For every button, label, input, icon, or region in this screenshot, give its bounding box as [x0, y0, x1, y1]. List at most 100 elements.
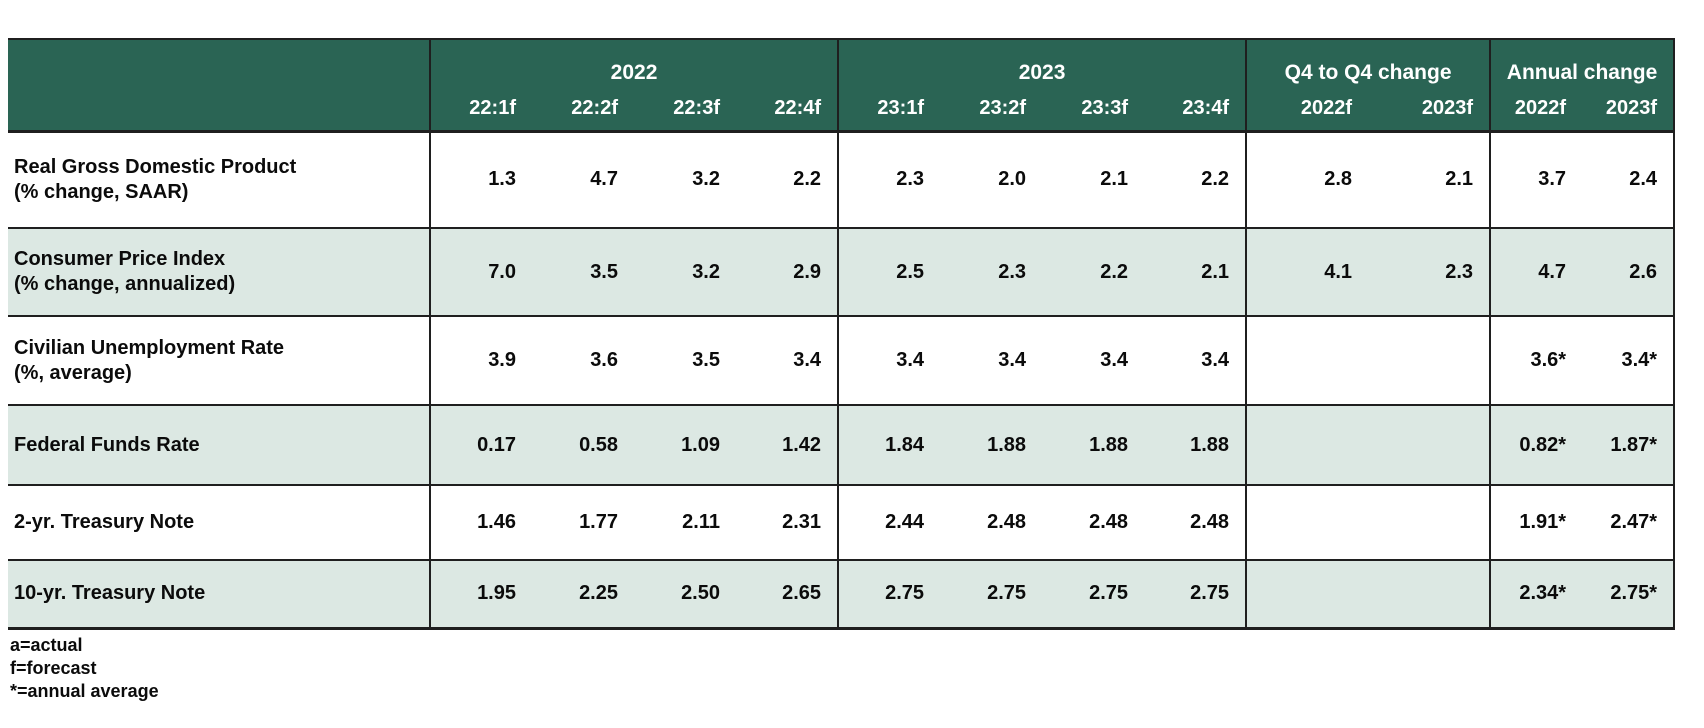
row-label-title: 2-yr. Treasury Note [14, 511, 195, 533]
column-header-233f: 23:3f [1042, 87, 1145, 131]
table-row: Civilian Unemployment Rate (%, average) 3.… [8, 316, 1675, 405]
table-row: Real Gross Domestic Product (% change, SA… [8, 131, 1675, 228]
value-cell: 3.4 [736, 316, 839, 405]
value-cell: 4.7 [1489, 228, 1583, 316]
value-cell: 3.4 [1042, 316, 1145, 405]
value-cell: 2.1 [1368, 131, 1491, 228]
value-cell: 3.7 [1489, 131, 1583, 228]
value-cell: 2.0 [940, 131, 1043, 228]
column-header-2022f: 2022f [1489, 87, 1583, 131]
value-cell: 2.31 [736, 485, 839, 560]
value-cell: 2.2 [1144, 131, 1247, 228]
value-cell: 3.2 [634, 131, 736, 228]
value-cell [1245, 405, 1369, 485]
value-cell: 1.77 [532, 485, 634, 560]
value-cell: 3.4 [940, 316, 1043, 405]
column-header-222f: 22:2f [532, 87, 634, 131]
value-cell: 2.65 [736, 560, 839, 628]
value-cell [1368, 405, 1491, 485]
column-header-224f: 22:4f [736, 87, 839, 131]
value-cell: 2.75 [837, 560, 941, 628]
table-body: Real Gross Domestic Product (% change, SA… [8, 131, 1675, 628]
value-cell: 1.46 [429, 485, 532, 560]
row-label-title: Consumer Price Index [14, 248, 226, 270]
value-cell: 1.88 [1042, 405, 1145, 485]
value-cell: 2.3 [837, 131, 941, 228]
row-label: Civilian Unemployment Rate (%, average) [8, 316, 430, 405]
value-cell: 2.48 [940, 485, 1043, 560]
value-cell: 3.5 [532, 228, 634, 316]
value-cell: 2.48 [1042, 485, 1145, 560]
row-label-subtitle: (%, average) [14, 361, 132, 384]
value-cell: 1.42 [736, 405, 839, 485]
value-cell: 2.5 [837, 228, 941, 316]
row-label: Real Gross Domestic Product (% change, SA… [8, 131, 430, 228]
value-cell: 2.75 [1144, 560, 1247, 628]
group-header-q4-to-q4-change: Q4 to Q4 change [1245, 39, 1491, 87]
value-cell [1368, 485, 1491, 560]
value-cell: 1.3 [429, 131, 532, 228]
value-cell: 3.4* [1582, 316, 1675, 405]
economic-forecast-table: 2022 2023 Q4 to Q4 change Annual change … [8, 38, 1676, 630]
table-header: 2022 2023 Q4 to Q4 change Annual change … [8, 39, 1675, 131]
value-cell [1368, 316, 1491, 405]
value-cell: 2.3 [1368, 228, 1491, 316]
value-cell [1245, 316, 1369, 405]
footnote: f=forecast [10, 658, 97, 678]
value-cell: 3.6 [532, 316, 634, 405]
value-cell: 2.75* [1582, 560, 1675, 628]
value-cell [1368, 560, 1491, 628]
group-header-row: 2022 2023 Q4 to Q4 change Annual change [8, 39, 1675, 131]
column-header-234f: 23:4f [1144, 87, 1247, 131]
value-cell: 1.88 [940, 405, 1043, 485]
value-cell: 0.17 [429, 405, 532, 485]
value-cell [1245, 560, 1369, 628]
row-label-subtitle: (% change, SAAR) [14, 180, 189, 203]
corner-cell [8, 39, 430, 131]
table-row: 10-yr. Treasury Note 1.95 2.25 2.50 2.65 2.75… [8, 560, 1675, 628]
group-header-annual-change: Annual change [1489, 39, 1675, 87]
value-cell: 0.58 [532, 405, 634, 485]
column-header-223f: 22:3f [634, 87, 736, 131]
value-cell: 2.4 [1582, 131, 1675, 228]
value-cell: 1.91* [1489, 485, 1583, 560]
value-cell [1245, 485, 1369, 560]
group-header-2023: 2023 [837, 39, 1247, 87]
value-cell: 1.84 [837, 405, 941, 485]
column-header-2022f: 2022f [1245, 87, 1369, 131]
value-cell: 2.6 [1582, 228, 1675, 316]
value-cell: 0.82* [1489, 405, 1583, 485]
row-label: Federal Funds Rate [8, 405, 430, 485]
column-header-221f: 22:1f [429, 87, 532, 131]
footnote: a=actual [10, 635, 83, 655]
value-cell: 2.2 [736, 131, 839, 228]
value-cell: 7.0 [429, 228, 532, 316]
value-cell: 3.2 [634, 228, 736, 316]
row-label: 10-yr. Treasury Note [8, 560, 430, 628]
value-cell: 2.9 [736, 228, 839, 316]
footnotes: a=actual f=forecast *=annual average [10, 634, 159, 703]
row-label: 2-yr. Treasury Note [8, 485, 430, 560]
table-row: Federal Funds Rate 0.17 0.58 1.09 1.42 1.84 1.… [8, 405, 1675, 485]
value-cell: 3.9 [429, 316, 532, 405]
value-cell: 2.25 [532, 560, 634, 628]
value-cell: 2.1 [1042, 131, 1145, 228]
table-row: Consumer Price Index (% change, annualize… [8, 228, 1675, 316]
row-label-title: Federal Funds Rate [14, 433, 200, 456]
value-cell: 3.6* [1489, 316, 1583, 405]
value-cell: 1.95 [429, 560, 532, 628]
column-header-231f: 23:1f [837, 87, 941, 131]
value-cell: 3.4 [1144, 316, 1247, 405]
value-cell: 4.1 [1245, 228, 1369, 316]
row-label-title: Real Gross Domestic Product [14, 155, 297, 178]
value-cell: 2.2 [1042, 228, 1145, 316]
column-header-row: 22:1f 22:2f 22:3f 22:4f 23:1f 23:2f 23:3f 23:4f… [8, 87, 1675, 131]
value-cell: 2.34* [1489, 560, 1583, 628]
value-cell: 1.09 [634, 405, 736, 485]
value-cell: 2.8 [1245, 131, 1369, 228]
value-cell: 2.48 [1144, 485, 1247, 560]
column-header-2023f: 2023f [1582, 87, 1675, 131]
footnote: *=annual average [10, 681, 159, 701]
value-cell: 3.5 [634, 316, 736, 405]
